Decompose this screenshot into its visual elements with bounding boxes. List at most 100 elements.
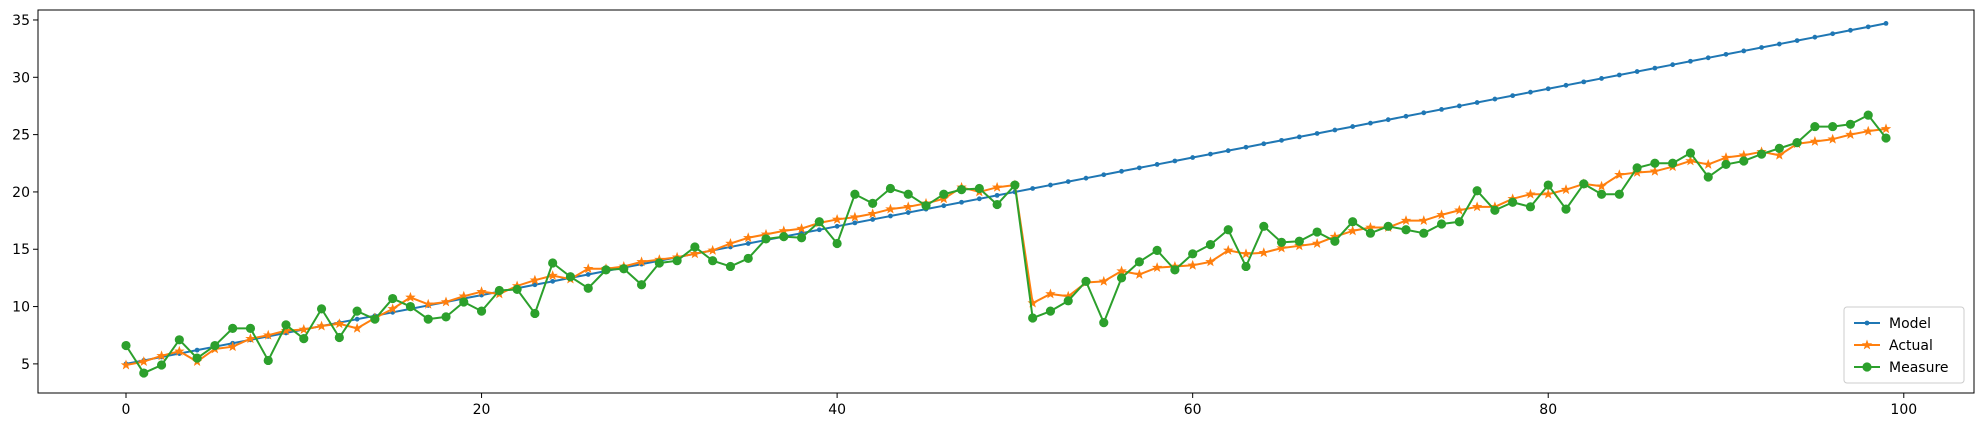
data-point-actual (1614, 169, 1625, 180)
series-line-measure (125, 114, 1887, 375)
data-point-actual (1187, 259, 1198, 270)
data-point-actual (156, 350, 167, 361)
data-point-actual (885, 203, 896, 214)
data-point-measure (352, 306, 362, 316)
data-point-measure (1152, 245, 1162, 255)
data-point-actual (1471, 201, 1483, 212)
data-point-measure (654, 258, 664, 268)
data-point-model (941, 203, 947, 209)
data-point-model (1883, 21, 1889, 26)
data-point-measure (1383, 221, 1393, 231)
data-point-model (1599, 76, 1604, 81)
data-point-actual (1134, 268, 1145, 279)
data-point-actual (1027, 297, 1038, 308)
data-point-actual (636, 256, 647, 267)
data-point-actual (1418, 215, 1429, 226)
data-point-measure (868, 198, 878, 208)
legend-marker-measure (1862, 362, 1872, 372)
data-point-measure (1081, 276, 1091, 286)
data-point-model (194, 347, 200, 353)
data-point-measure (1348, 217, 1358, 227)
legend-entry-model: Model (1854, 316, 1931, 332)
data-point-model (1368, 120, 1373, 126)
data-point-actual (1436, 209, 1447, 220)
series-layer (120, 21, 1892, 378)
x-tick-label: 80 (1539, 402, 1557, 418)
data-point-measure (1419, 228, 1429, 238)
data-point-actual (867, 208, 878, 219)
data-point-measure (476, 306, 487, 316)
data-point-measure (423, 314, 433, 324)
y-tick-label: 20 (12, 185, 30, 201)
data-point-model (1101, 172, 1107, 178)
data-point-model (1332, 127, 1338, 133)
data-point-measure (1063, 296, 1073, 306)
data-point-model (1776, 41, 1782, 47)
data-point-actual (1880, 123, 1892, 134)
data-point-actual (334, 318, 345, 329)
data-point-model (354, 316, 360, 322)
data-point-measure (121, 340, 131, 351)
legend-label-actual: Actual (1889, 338, 1933, 354)
series-measure (121, 110, 1891, 378)
data-point-measure (1579, 179, 1589, 189)
data-point-actual (1400, 215, 1412, 226)
data-point-actual (743, 232, 754, 243)
data-point-actual (1845, 129, 1856, 140)
data-point-measure (459, 297, 469, 307)
data-point-actual (1649, 165, 1661, 176)
x-tick-label: 60 (1184, 402, 1202, 418)
data-point-measure (814, 217, 824, 227)
data-point-actual (796, 223, 807, 234)
legend: Model Actual Measure (1843, 306, 1965, 384)
data-point-measure (530, 308, 540, 319)
data-point-measure (1099, 318, 1109, 328)
data-point-model (1225, 148, 1231, 154)
data-point-model (1154, 162, 1160, 167)
data-point-actual (174, 345, 185, 356)
data-point-model (1705, 55, 1711, 61)
data-point-measure (921, 201, 931, 211)
data-point-actual (707, 244, 718, 255)
x-tick-label: 40 (828, 402, 846, 418)
data-point-measure (1525, 202, 1536, 212)
data-point-model (1065, 179, 1071, 185)
data-point-model (1759, 45, 1764, 50)
data-point-measure (1756, 149, 1767, 159)
data-point-model (1688, 58, 1693, 64)
data-point-measure (619, 264, 629, 274)
data-point-measure (1472, 186, 1482, 196)
data-point-measure (1294, 236, 1304, 246)
data-point-measure (281, 320, 291, 330)
series-actual (120, 123, 1892, 370)
data-point-model (834, 223, 840, 229)
data-point-model (888, 213, 893, 219)
data-point-actual (440, 296, 452, 307)
data-point-model (1261, 141, 1267, 147)
data-point-measure (885, 183, 896, 194)
data-point-measure (565, 272, 576, 282)
data-point-measure (1276, 237, 1287, 247)
data-point-actual (120, 359, 132, 370)
data-point-model (550, 278, 556, 284)
data-point-model (1350, 124, 1356, 129)
data-point-measure (1668, 158, 1678, 168)
data-point-actual (1703, 158, 1714, 169)
data-point-measure (708, 256, 718, 266)
data-point-model (1083, 175, 1089, 181)
data-point-model (1581, 79, 1587, 85)
data-point-measure (1436, 219, 1447, 229)
data-point-measure (263, 355, 273, 366)
data-point-actual (1276, 242, 1287, 253)
y-tick-label: 15 (12, 242, 30, 258)
data-point-model (1296, 134, 1302, 140)
data-point-measure (210, 340, 220, 351)
data-point-model (1421, 110, 1427, 116)
data-point-model (1474, 100, 1480, 105)
data-point-model (1190, 155, 1196, 160)
legend-box (1843, 306, 1965, 384)
axes-layer: 0 20 40 60 80 100 5 10 15 20 25 30 35 (12, 9, 1975, 418)
data-point-model (976, 196, 982, 202)
data-point-measure (1401, 225, 1411, 235)
y-tick-label: 25 (12, 128, 30, 144)
